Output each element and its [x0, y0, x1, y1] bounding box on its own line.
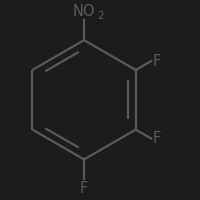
Text: F: F — [80, 181, 88, 196]
Text: F: F — [153, 54, 161, 69]
Text: NO: NO — [73, 4, 95, 19]
Text: 2: 2 — [97, 11, 104, 21]
Text: F: F — [153, 131, 161, 146]
